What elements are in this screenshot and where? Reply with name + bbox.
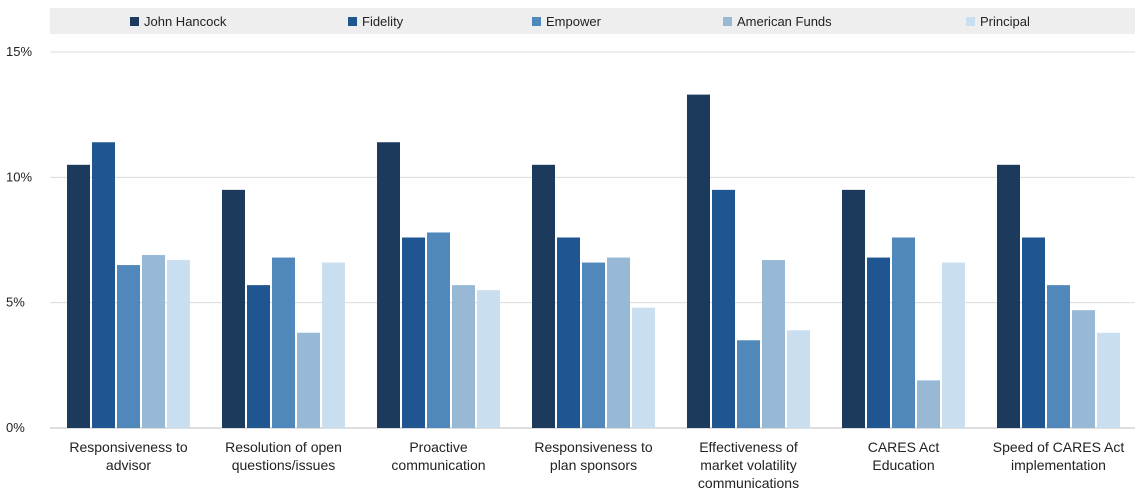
legend-label-1: Fidelity — [362, 14, 404, 29]
bar-6-4 — [1097, 332, 1120, 428]
legend-swatch-4 — [966, 17, 975, 26]
bar-5-4 — [942, 262, 965, 428]
category-label-3-line-1: plan sponsors — [550, 457, 637, 473]
category-label-1-line-1: questions/issues — [232, 457, 336, 473]
category-label-6-line-1: implementation — [1011, 457, 1106, 473]
legend-label-0: John Hancock — [144, 14, 227, 29]
legend-background — [50, 8, 1135, 34]
bar-0-1 — [92, 142, 115, 429]
bar-3-3 — [607, 257, 630, 428]
bar-2-1 — [402, 237, 425, 428]
category-label-4-line-0: Effectiveness of — [699, 439, 798, 455]
bar-4-2 — [737, 340, 760, 428]
bar-0-2 — [117, 265, 140, 428]
bar-2-0 — [377, 142, 400, 429]
y-tick-label-1: 5% — [6, 295, 25, 310]
category-label-5-line-1: Education — [872, 457, 934, 473]
bar-4-0 — [687, 94, 710, 428]
y-tick-label-3: 15% — [6, 44, 32, 59]
legend-label-4: Principal — [980, 14, 1030, 29]
category-label-0-line-0: Responsiveness to — [69, 439, 188, 455]
bar-3-1 — [557, 237, 580, 428]
bar-2-2 — [427, 232, 450, 428]
bar-1-1 — [247, 285, 270, 428]
bar-0-3 — [142, 255, 165, 428]
category-label-4-line-2: communications — [698, 475, 799, 490]
bar-3-2 — [582, 262, 605, 428]
bar-4-3 — [762, 260, 785, 428]
bar-4-1 — [712, 189, 735, 428]
category-label-1-line-0: Resolution of open — [225, 439, 342, 455]
bar-6-0 — [997, 164, 1020, 429]
legend-swatch-1 — [348, 17, 357, 26]
legend-swatch-3 — [723, 17, 732, 26]
bar-5-1 — [867, 257, 890, 428]
category-label-6-line-0: Speed of CARES Act — [993, 439, 1125, 455]
bar-4-4 — [787, 330, 810, 428]
legend: John Hancock Fidelity Empower American Fund… — [130, 14, 1030, 29]
bar-5-2 — [892, 237, 915, 428]
bar-5-3 — [917, 380, 940, 428]
category-label-2-line-1: communication — [391, 457, 485, 473]
category-label-2-line-0: Proactive — [409, 439, 468, 455]
y-tick-label-2: 10% — [6, 169, 32, 184]
y-tick-label-0: 0% — [6, 420, 25, 435]
legend-swatch-0 — [130, 17, 139, 26]
bar-6-2 — [1047, 285, 1070, 428]
category-label-0-line-1: advisor — [106, 457, 151, 473]
bar-6-3 — [1072, 310, 1095, 428]
bar-3-4 — [632, 307, 655, 428]
legend-label-3: American Funds — [737, 14, 832, 29]
bar-1-4 — [322, 262, 345, 428]
x-axis-category-labels: Responsiveness to advisor Resolution of op… — [69, 439, 1124, 490]
legend-swatch-2 — [532, 17, 541, 26]
bar-1-3 — [297, 332, 320, 428]
category-label-5-line-0: CARES Act — [868, 439, 940, 455]
bars — [67, 94, 1120, 429]
bar-2-4 — [477, 290, 500, 428]
legend-label-2: Empower — [546, 14, 602, 29]
bar-6-1 — [1022, 237, 1045, 428]
bar-0-0 — [67, 164, 90, 429]
bar-5-0 — [842, 189, 865, 428]
y-axis-ticks: 0% 5% 10% 15% — [6, 44, 32, 435]
bar-2-3 — [452, 285, 475, 428]
bar-3-0 — [532, 164, 555, 429]
category-label-3-line-0: Responsiveness to — [534, 439, 653, 455]
bar-1-0 — [222, 189, 245, 428]
category-label-4-line-1: market volatility — [700, 457, 796, 473]
bar-0-4 — [167, 260, 190, 428]
bar-1-2 — [272, 257, 295, 428]
